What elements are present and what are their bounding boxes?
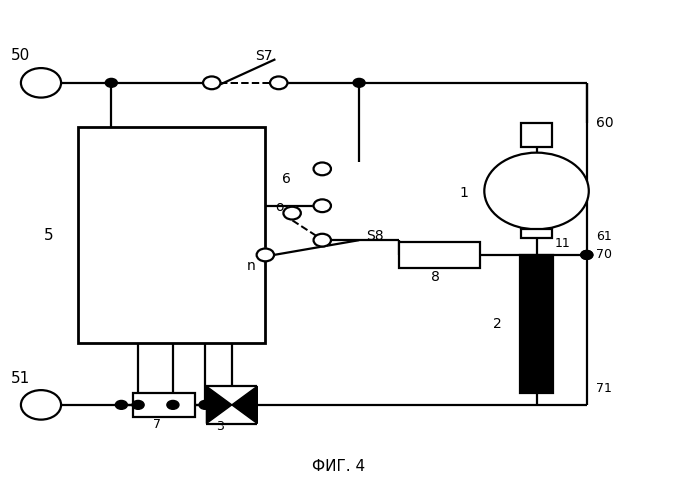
Circle shape [167, 400, 179, 409]
Text: n: n [247, 258, 256, 272]
Circle shape [283, 206, 301, 220]
FancyBboxPatch shape [399, 242, 479, 268]
Circle shape [270, 76, 287, 89]
Text: 1: 1 [460, 186, 468, 200]
FancyBboxPatch shape [78, 127, 265, 344]
Text: 2: 2 [493, 317, 502, 331]
Text: S7: S7 [256, 49, 273, 63]
Text: 8: 8 [431, 270, 440, 284]
FancyBboxPatch shape [133, 392, 195, 417]
Text: 5: 5 [44, 228, 54, 243]
Circle shape [199, 400, 211, 409]
Circle shape [581, 250, 593, 260]
Text: 51: 51 [11, 372, 30, 386]
Circle shape [132, 400, 144, 409]
Text: 11: 11 [555, 237, 570, 250]
Text: 60: 60 [596, 116, 614, 130]
Circle shape [257, 248, 274, 262]
Circle shape [581, 250, 593, 260]
Text: o: o [275, 200, 284, 213]
Circle shape [313, 162, 331, 175]
Circle shape [105, 78, 117, 88]
Text: 7: 7 [153, 418, 161, 431]
Text: 71: 71 [596, 382, 612, 395]
Text: 6: 6 [282, 172, 291, 185]
Circle shape [21, 68, 61, 98]
Circle shape [115, 400, 127, 409]
Circle shape [313, 200, 331, 212]
Circle shape [313, 234, 331, 246]
FancyBboxPatch shape [521, 230, 552, 237]
Text: ФИГ. 4: ФИГ. 4 [313, 459, 365, 474]
Text: 61: 61 [596, 230, 612, 242]
Circle shape [484, 152, 589, 230]
Circle shape [205, 400, 218, 409]
FancyBboxPatch shape [521, 255, 553, 392]
Circle shape [203, 76, 220, 89]
Text: 3: 3 [216, 420, 224, 434]
Polygon shape [206, 386, 232, 424]
Circle shape [21, 390, 61, 420]
Polygon shape [232, 386, 257, 424]
Text: 70: 70 [596, 248, 612, 262]
Circle shape [353, 78, 365, 88]
Text: S8: S8 [366, 229, 384, 243]
FancyBboxPatch shape [521, 123, 552, 147]
Text: 50: 50 [11, 48, 30, 64]
